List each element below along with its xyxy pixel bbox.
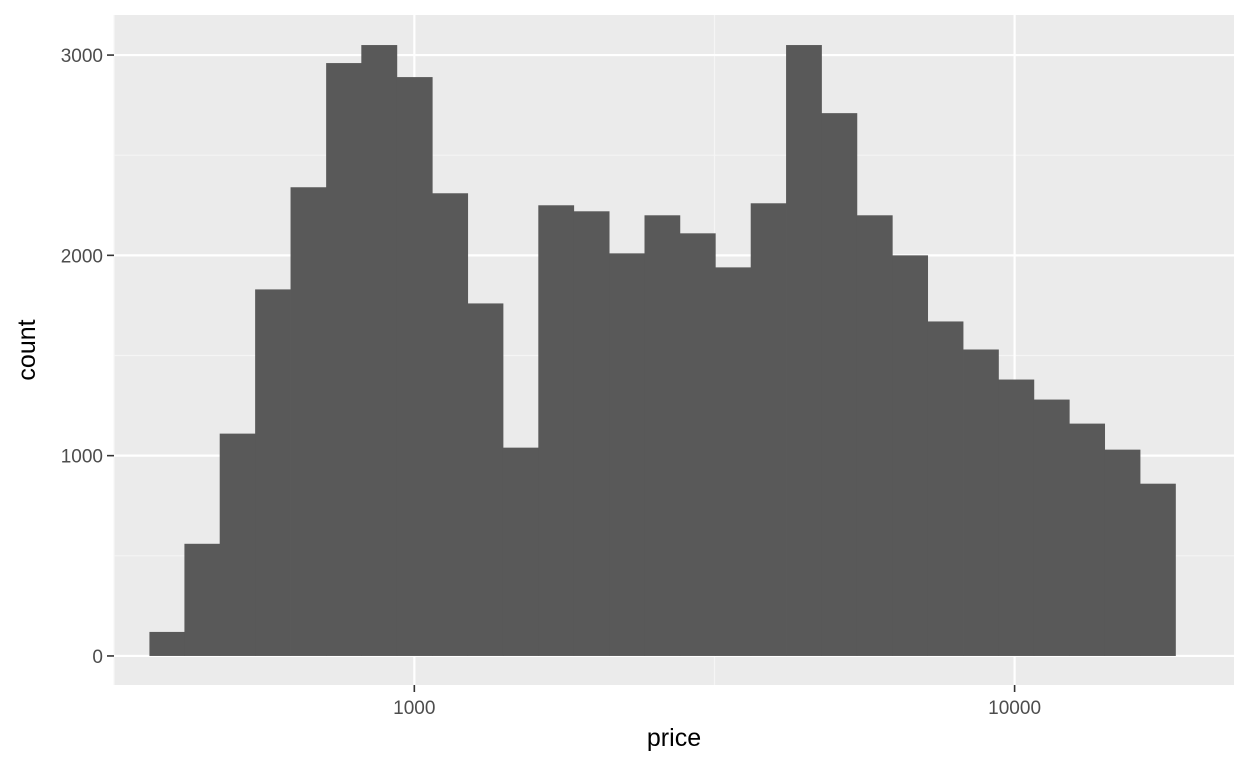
histogram-bar (326, 63, 362, 656)
y-axis-title: count (13, 319, 41, 380)
histogram-bar (856, 215, 893, 656)
histogram-bars (149, 45, 1176, 656)
y-axis: 0 1000 2000 3000 (61, 46, 114, 668)
histogram-bar (255, 289, 291, 656)
histogram-bar (1069, 423, 1106, 656)
histogram-bar (467, 303, 504, 656)
histogram-bar (361, 45, 398, 656)
histogram-bar (1140, 483, 1176, 656)
histogram-bar (502, 447, 539, 656)
histogram-bar (998, 379, 1035, 656)
histogram-bar (715, 267, 752, 656)
histogram-bar (184, 543, 221, 656)
histogram-bar (927, 321, 964, 656)
histogram-bar (786, 45, 822, 656)
histogram-bar (1104, 449, 1141, 656)
histogram-bar (679, 233, 716, 656)
histogram-bar (609, 253, 645, 656)
histogram-bar (290, 187, 327, 656)
y-tick-label: 2000 (61, 246, 103, 267)
x-tick-label: 1000 (393, 698, 435, 719)
y-tick-label: 3000 (61, 46, 103, 67)
histogram-bar (432, 193, 469, 656)
histogram-bar (821, 113, 858, 656)
y-tick-label: 1000 (61, 447, 103, 468)
histogram-bar (892, 255, 929, 656)
histogram-bar (219, 433, 256, 656)
y-tick-label: 0 (92, 647, 103, 668)
histogram-bar (1033, 399, 1070, 656)
histogram-bar (573, 211, 610, 656)
x-axis: 1000 10000 (393, 685, 1041, 719)
histogram-bar (149, 631, 185, 656)
histogram-bar (396, 77, 433, 656)
histogram-bar (963, 349, 999, 656)
histogram-bar (538, 205, 575, 656)
x-tick-label: 10000 (988, 698, 1041, 719)
histogram-bar (750, 203, 787, 656)
x-axis-title: price (647, 724, 701, 752)
histogram-bar (644, 215, 681, 656)
